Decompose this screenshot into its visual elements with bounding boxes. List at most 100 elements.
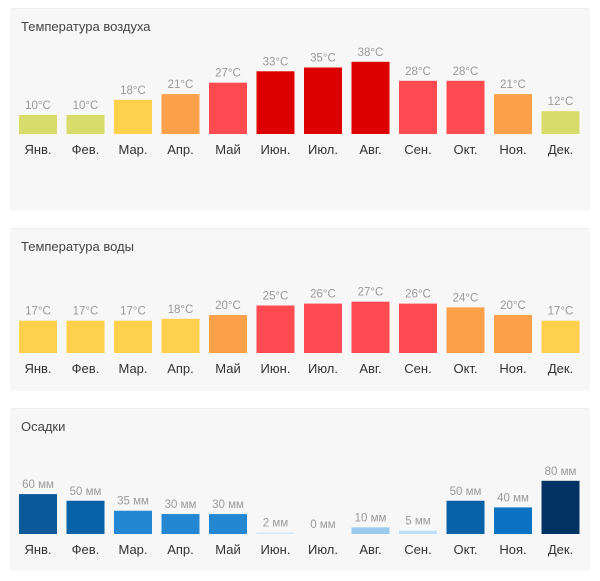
value-label: 38°C: [358, 47, 384, 59]
bar-11: [541, 111, 580, 134]
bar-7: [351, 61, 390, 134]
bar-9: [446, 500, 485, 534]
month-label: Сен.: [404, 542, 431, 557]
month-label: Ноя.: [499, 142, 526, 157]
value-label: 2 мм: [263, 518, 288, 530]
month-label: Дек.: [548, 142, 573, 157]
value-label: 80 мм: [545, 466, 577, 478]
month-label: Авг.: [359, 361, 381, 376]
bar-4: [209, 82, 247, 134]
bar-11: [541, 320, 580, 353]
value-label: 28°C: [453, 66, 479, 78]
air-temperature-card: Температура воздуха 10°C Янв. 10°C Фев. 18°C…: [10, 8, 590, 210]
month-label: Дек.: [548, 542, 573, 557]
bar-1: [66, 500, 105, 534]
value-label: 27°C: [215, 68, 241, 80]
value-label: 26°C: [405, 289, 431, 301]
value-label: 50 мм: [450, 486, 482, 498]
value-label: 27°C: [358, 287, 384, 299]
bar-10: [494, 315, 532, 353]
value-label: 35°C: [310, 53, 336, 65]
month-label: Июл.: [308, 542, 338, 557]
value-label: 35 мм: [117, 496, 149, 508]
month-label: Янв.: [24, 542, 51, 557]
bar-6: [304, 303, 342, 353]
value-label: 50 мм: [70, 486, 102, 498]
month-label: Авг.: [359, 142, 381, 157]
month-label: Июл.: [308, 361, 338, 376]
bar-7: [351, 301, 390, 353]
bar-1: [66, 115, 105, 134]
value-label: 40 мм: [497, 492, 529, 504]
month-label: Апр.: [167, 361, 194, 376]
precipitation-title: Осадки: [21, 419, 66, 434]
month-label: Июн.: [261, 361, 291, 376]
bar-2: [114, 99, 152, 134]
value-label: 21°C: [500, 79, 526, 91]
bar-8: [399, 303, 437, 353]
bar-11: [541, 480, 580, 534]
bar-7: [351, 527, 390, 534]
month-label: Мар.: [118, 361, 147, 376]
value-label: 10°C: [73, 100, 99, 112]
precipitation-card: Осадки 60 мм Янв. 50 мм Фев. 35 мм Мар. 30 мм А…: [10, 408, 590, 571]
month-label: Апр.: [167, 542, 194, 557]
air-temperature-chart: 10°C Янв. 10°C Фев. 18°C Мар. 21°C Апр. 27°C Май 3…: [19, 47, 580, 157]
month-label: Май: [215, 542, 240, 557]
value-label: 33°C: [263, 56, 289, 68]
month-label: Сен.: [404, 361, 431, 376]
value-label: 17°C: [548, 306, 574, 318]
month-label: Июн.: [261, 542, 291, 557]
month-label: Янв.: [24, 142, 51, 157]
value-label: 12°C: [548, 96, 574, 108]
month-label: Июл.: [308, 142, 338, 157]
month-label: Апр.: [167, 142, 194, 157]
bar-8: [399, 80, 437, 134]
value-label: 25°C: [263, 291, 289, 303]
month-label: Мар.: [118, 542, 147, 557]
month-label: Июн.: [261, 142, 291, 157]
bar-5: [256, 532, 295, 534]
bar-3: [161, 318, 200, 353]
bar-3: [161, 94, 200, 134]
bar-0: [19, 494, 57, 534]
value-label: 0 мм: [310, 519, 335, 531]
bar-9: [446, 80, 485, 134]
value-label: 20°C: [215, 300, 241, 312]
bar-2: [114, 510, 152, 534]
value-label: 28°C: [405, 66, 431, 78]
month-label: Мар.: [118, 142, 147, 157]
value-label: 10°C: [25, 100, 51, 112]
month-label: Ноя.: [499, 542, 526, 557]
value-label: 21°C: [168, 79, 194, 91]
month-label: Май: [215, 361, 240, 376]
value-label: 30 мм: [165, 499, 197, 511]
water-temperature-card: Температура воды 17°C Янв. 17°C Фев. 17°C Мар…: [10, 228, 590, 391]
bar-4: [209, 514, 247, 534]
bar-6: [304, 67, 342, 134]
water-temperature-chart: 17°C Янв. 17°C Фев. 17°C Мар. 18°C Апр. 20°C Май 2…: [19, 287, 580, 376]
value-label: 60 мм: [22, 479, 54, 491]
value-label: 26°C: [310, 289, 336, 301]
bar-0: [19, 320, 57, 353]
value-label: 18°C: [120, 85, 146, 97]
value-label: 17°C: [25, 306, 51, 318]
bar-4: [209, 315, 247, 353]
bar-1: [66, 320, 105, 353]
precipitation-chart: 60 мм Янв. 50 мм Фев. 35 мм Мар. 30 мм Апр. 30 м…: [19, 466, 580, 557]
bar-3: [161, 514, 200, 534]
air-temperature-title: Температура воздуха: [21, 19, 151, 34]
month-label: Фев.: [72, 361, 100, 376]
month-label: Фев.: [72, 542, 100, 557]
month-label: Окт.: [453, 361, 477, 376]
month-label: Ноя.: [499, 361, 526, 376]
bar-10: [494, 94, 532, 134]
value-label: 17°C: [120, 306, 146, 318]
bar-8: [399, 530, 437, 534]
month-label: Окт.: [453, 142, 477, 157]
bar-5: [256, 71, 295, 134]
value-label: 30 мм: [212, 499, 244, 511]
month-label: Янв.: [24, 361, 51, 376]
bar-2: [114, 320, 152, 353]
water-temperature-title: Температура воды: [21, 239, 134, 254]
